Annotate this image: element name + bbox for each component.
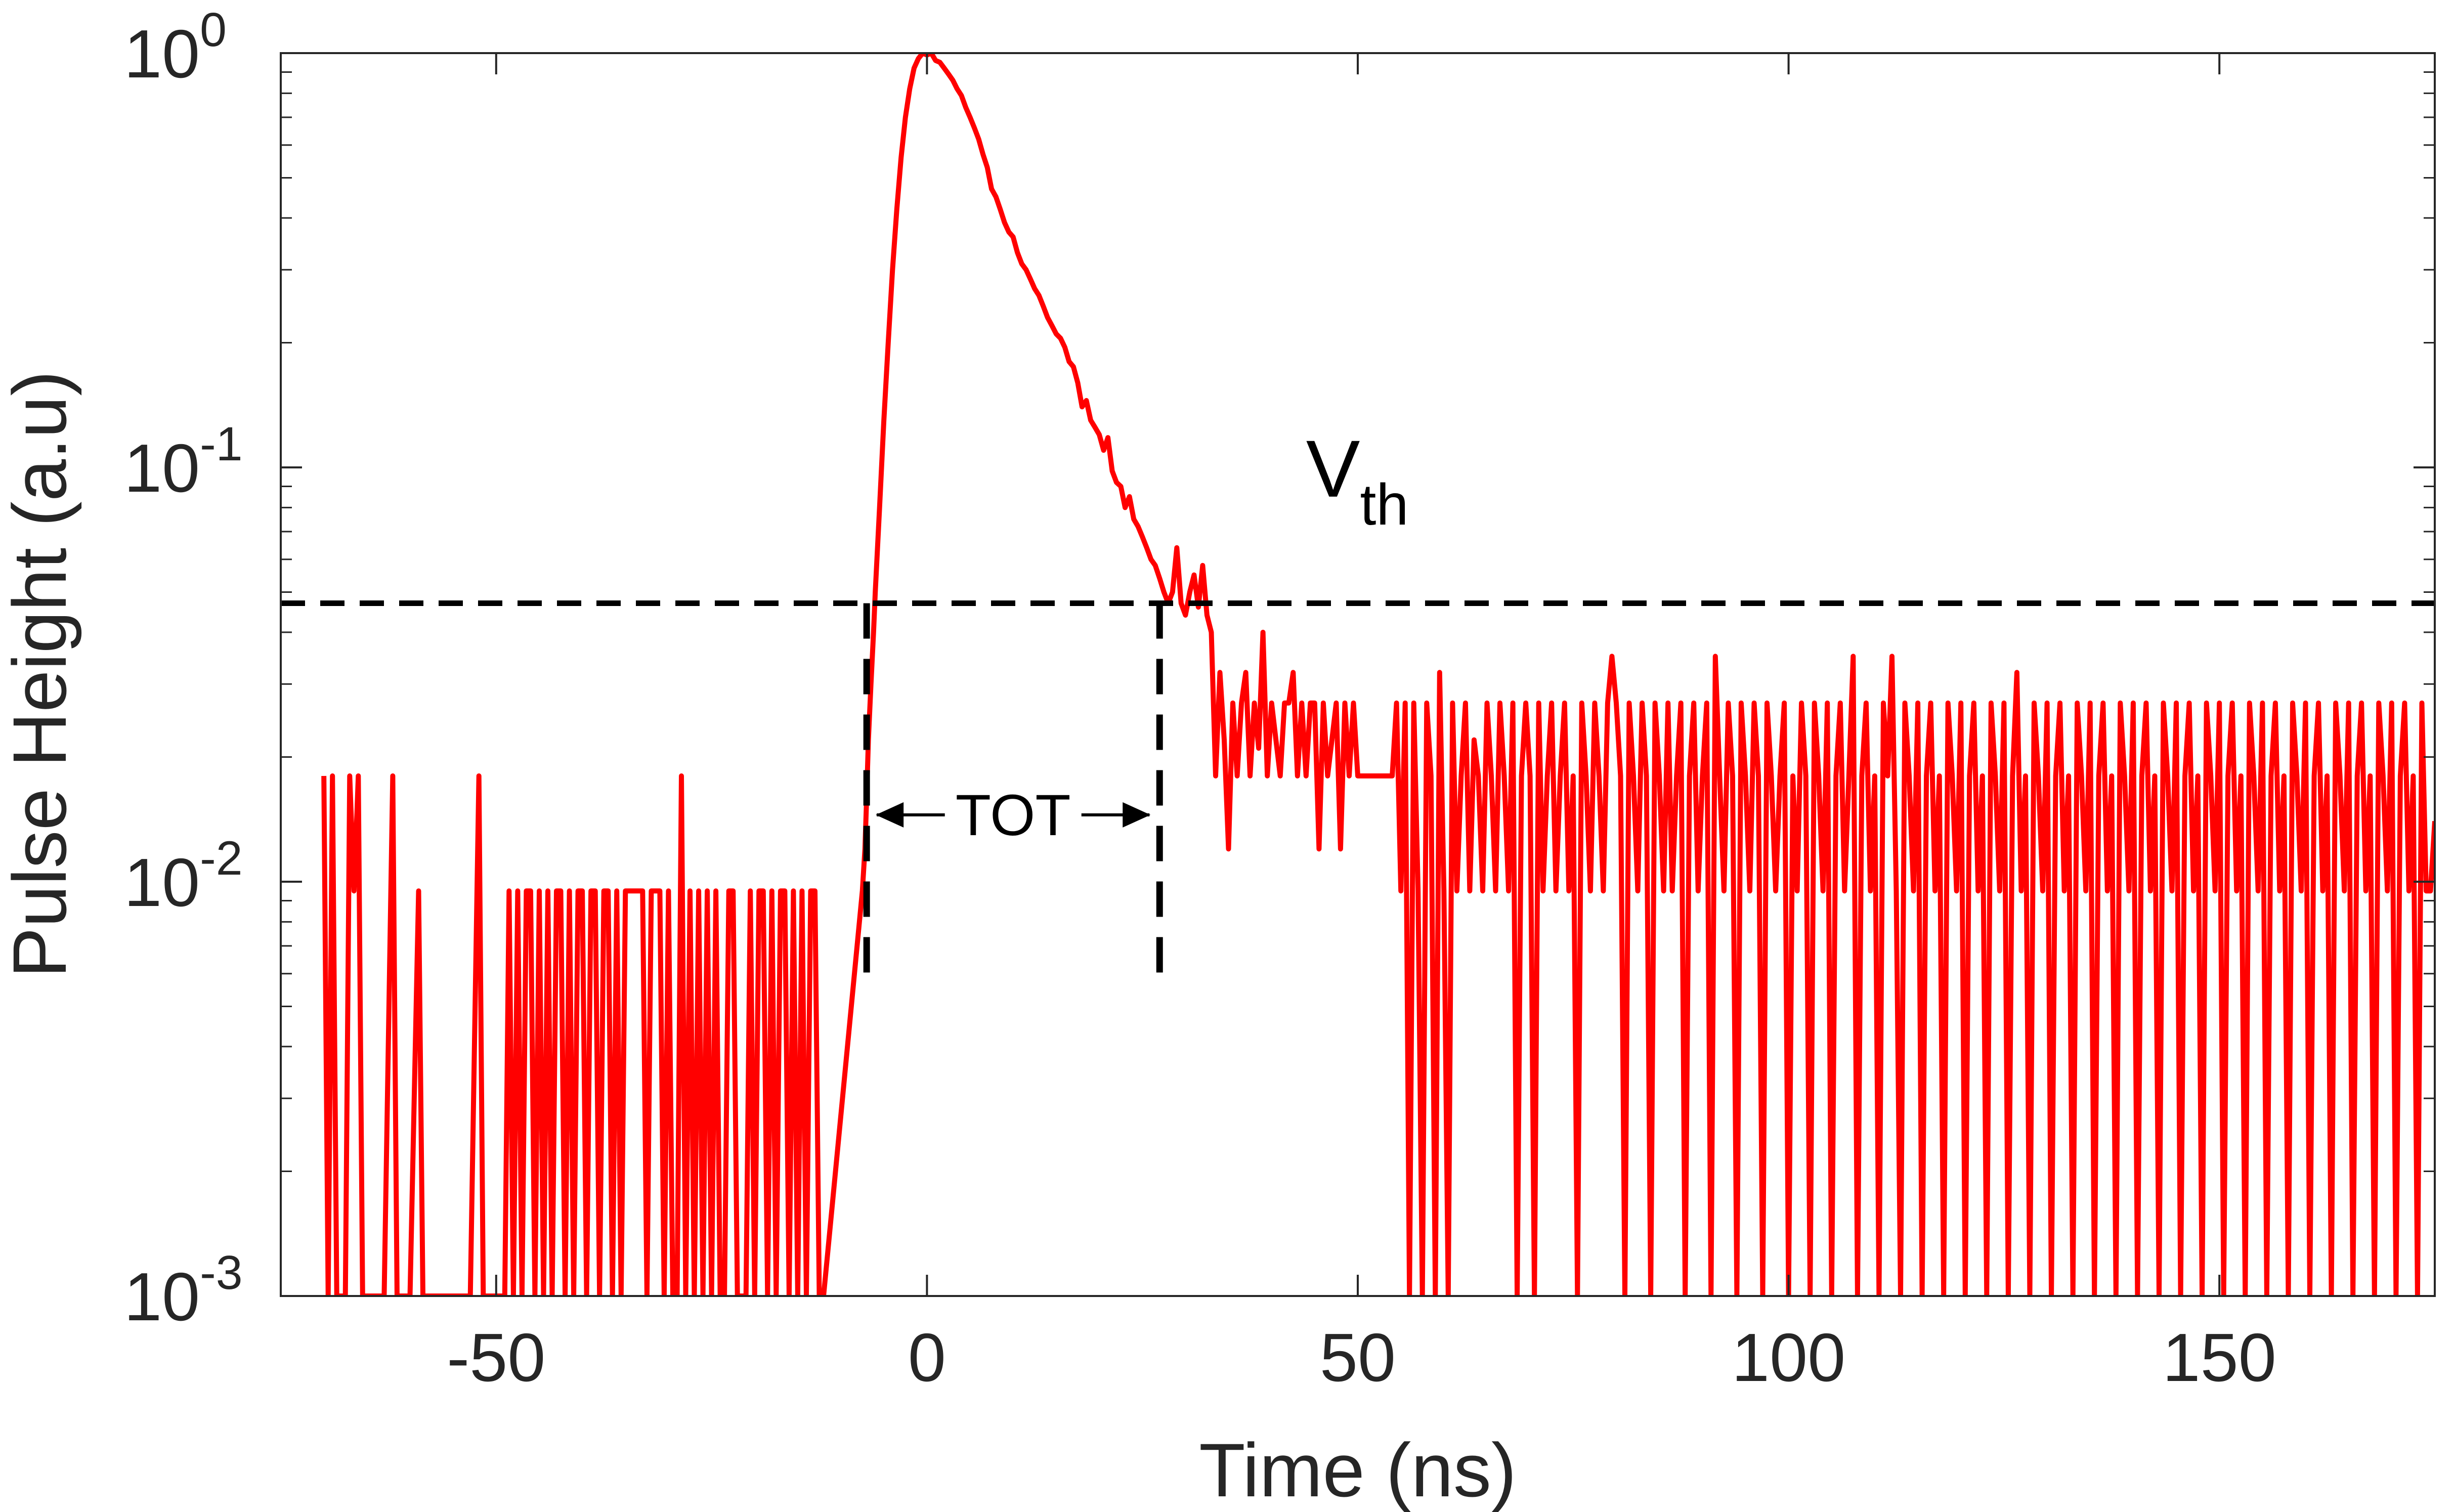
y-tick-label: 100 [124,3,227,92]
x-tick-label: 50 [1320,1319,1396,1396]
x-tick-label: 100 [1732,1319,1845,1396]
y-tick-label: 10-2 [124,832,243,921]
labels-layer: Time (ns) Pulse Height (a.u) [0,371,1517,1512]
y-tick-label-exponent: -3 [200,1246,242,1300]
y-tick-label-exponent: 0 [200,3,227,57]
threshold-label-sub: th [1360,472,1409,537]
series-layer [321,53,2435,1296]
threshold-label: Vth [1306,423,1409,537]
y-tick-label: 10-1 [124,417,243,506]
y-tick-label-base: 10 [124,16,200,92]
x-tick-label: 150 [2163,1319,2276,1396]
tot-arrow-left-head [876,802,904,828]
annotation-layer: Vth TOT [281,423,2435,980]
y-tick-label-base: 10 [124,430,200,506]
y-tick-label: 10-3 [124,1246,243,1335]
tot-arrow-right-head [1123,802,1151,828]
x-tick-label: -50 [447,1319,545,1396]
y-tick-label-base: 10 [124,1259,200,1335]
y-tick-label-exponent: -1 [200,417,242,471]
series-line [321,53,2435,1296]
tot-label: TOT [956,783,1071,848]
y-tick-label-exponent: -2 [200,832,242,885]
x-axis-title: Time (ns) [1199,1428,1517,1512]
y-tick-label-base: 10 [124,844,200,921]
threshold-label-main: V [1306,423,1360,514]
x-tick-label: 0 [908,1319,946,1396]
y-axis-title: Pulse Height (a.u) [0,371,82,978]
